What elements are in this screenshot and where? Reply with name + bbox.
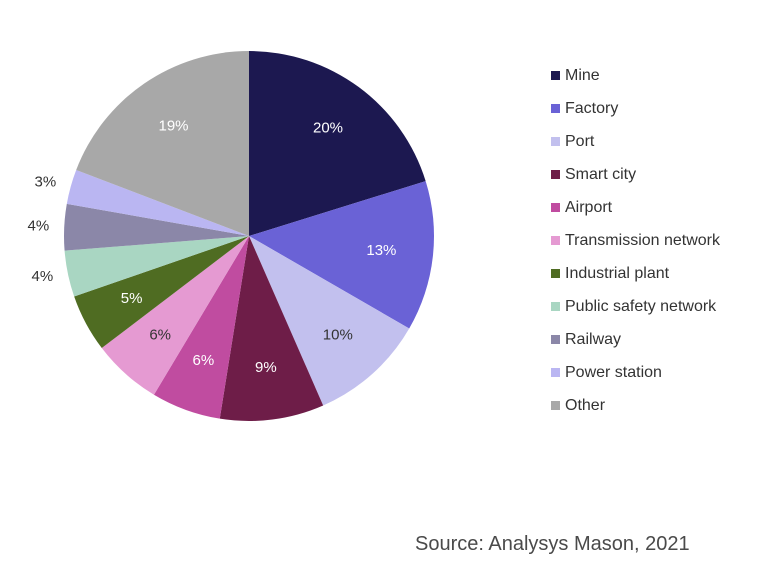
legend-item-railway: Railway <box>551 323 720 356</box>
legend-swatch <box>551 401 560 410</box>
pie-slice-other <box>76 51 250 236</box>
pie-slice-airport <box>153 236 249 419</box>
legend-item-public-safety-network: Public safety network <box>551 290 720 323</box>
pie-slice-factory <box>249 181 435 329</box>
legend-label: Public safety network <box>565 297 717 315</box>
legend-item-industrial-plant: Industrial plant <box>551 257 720 290</box>
pie-slice-public-safety-network <box>64 236 249 297</box>
pie-slice-smart-city <box>219 236 324 422</box>
legend-label: Other <box>565 396 606 414</box>
legend-swatch <box>551 302 560 311</box>
data-label-mine: 20% <box>313 120 343 137</box>
legend-swatch <box>551 170 560 179</box>
pie-slice-industrial-plant <box>74 236 249 349</box>
legend-label: Railway <box>565 330 622 348</box>
legend-swatch <box>551 368 560 377</box>
legend-label: Port <box>565 132 595 150</box>
data-label-power-station: 3% <box>35 174 57 191</box>
data-label-railway: 4% <box>28 217 50 234</box>
data-label-factory: 13% <box>366 242 396 259</box>
pie-slice-mine <box>249 51 426 236</box>
data-label-smart-city: 9% <box>255 359 277 376</box>
legend-swatch <box>551 236 560 245</box>
data-label-port: 10% <box>323 326 353 343</box>
source-caption: Source: Analysys Mason, 2021 <box>415 533 690 555</box>
data-label-other: 19% <box>158 117 188 134</box>
legend-label: Power station <box>565 363 662 381</box>
legend-swatch <box>551 71 560 80</box>
data-label-transmission-network: 6% <box>149 326 171 343</box>
legend-item-power-station: Power station <box>551 356 720 389</box>
pie-slice-transmission-network <box>101 236 249 395</box>
pie-slice-power-station <box>66 169 249 236</box>
chart-legend: Mine Factory Port Smart city Airport Transmis… <box>551 59 720 422</box>
legend-swatch <box>551 335 560 344</box>
data-label-industrial-plant: 5% <box>121 290 143 307</box>
legend-swatch <box>551 137 560 146</box>
data-label-public-safety-network: 4% <box>32 268 54 285</box>
pie-slice-railway <box>63 203 249 251</box>
legend-swatch <box>551 104 560 113</box>
legend-swatch <box>551 203 560 212</box>
legend-label: Transmission network <box>565 231 721 249</box>
pie-slice-port <box>249 236 410 406</box>
legend-label: Mine <box>565 66 600 84</box>
legend-label: Airport <box>565 198 613 216</box>
legend-label: Smart city <box>565 165 637 183</box>
legend-item-smart-city: Smart city <box>551 158 720 191</box>
legend-item-transmission-network: Transmission network <box>551 224 720 257</box>
legend-label: Industrial plant <box>565 264 670 282</box>
legend-item-airport: Airport <box>551 191 720 224</box>
data-label-airport: 6% <box>193 352 215 369</box>
legend-item-mine: Mine <box>551 59 720 92</box>
legend-item-factory: Factory <box>551 92 720 125</box>
legend-swatch <box>551 269 560 278</box>
legend-item-other: Other <box>551 389 720 422</box>
legend-item-port: Port <box>551 125 720 158</box>
legend-label: Factory <box>565 99 619 117</box>
